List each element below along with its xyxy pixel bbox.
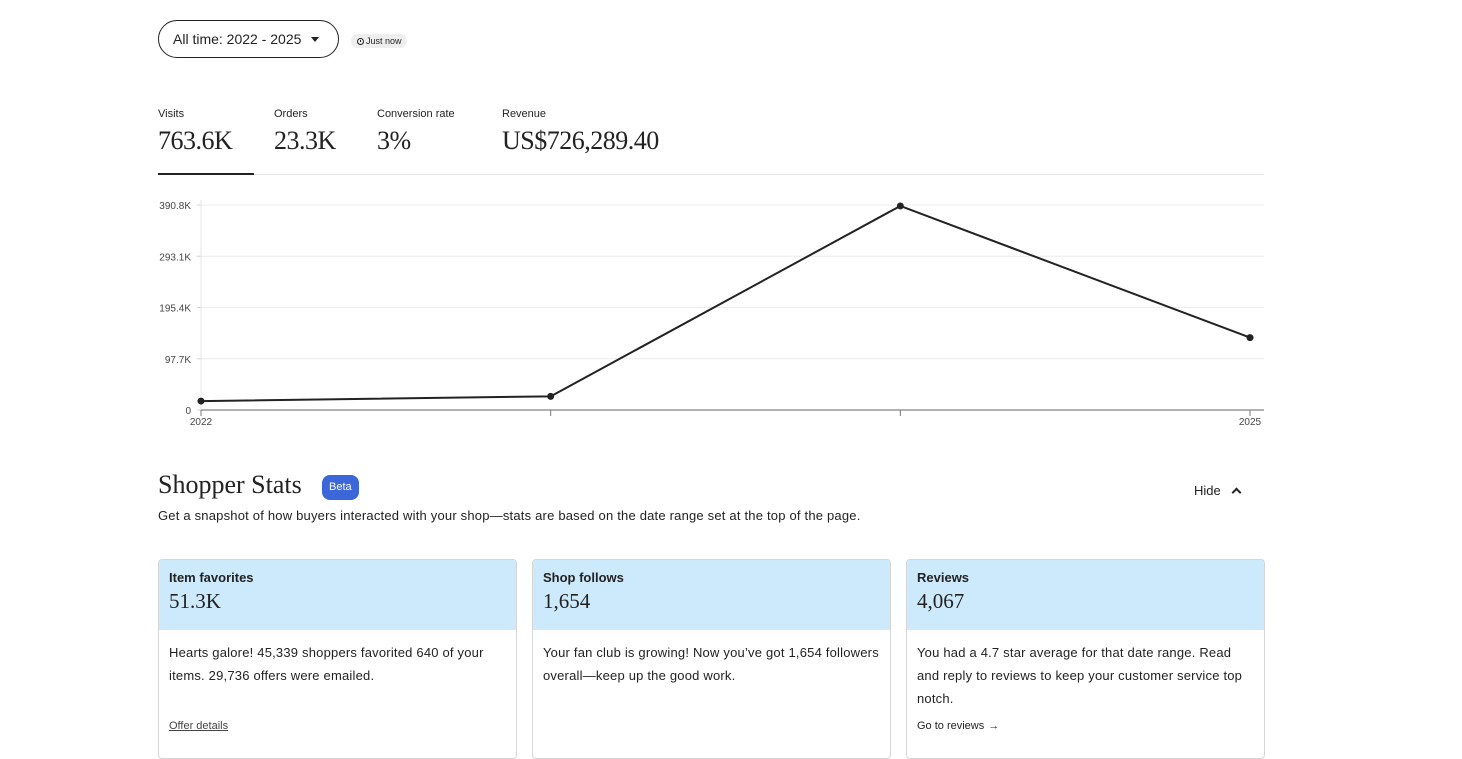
data-point <box>896 202 904 210</box>
hide-label: Hide <box>1194 483 1221 498</box>
card-title: Shop follows <box>543 570 624 585</box>
card-title: Reviews <box>917 570 970 585</box>
metric-conversion-rate[interactable]: Conversion rate 3% <box>377 108 455 156</box>
card-value: 51.3K <box>169 589 221 613</box>
metric-orders[interactable]: Orders 23.3K <box>274 108 336 156</box>
caret-down-icon <box>311 36 320 42</box>
metric-label: Visits <box>158 108 185 120</box>
metric-revenue[interactable]: Revenue US$726,289.40 <box>502 108 659 156</box>
card-body: Your fan club is growing! Now you’ve got… <box>543 645 879 683</box>
data-point <box>547 392 555 400</box>
metric-value: US$726,289.40 <box>502 126 659 155</box>
date-range-dropdown[interactable]: All time: 2022 - 2025 <box>158 20 339 58</box>
hide-button[interactable]: Hide <box>1194 483 1242 498</box>
card-body: Hearts galore! 45,339 shoppers favorited… <box>169 645 484 683</box>
clock-icon <box>357 37 364 45</box>
y-tick-label: 195.4K <box>159 304 191 315</box>
metric-value: 3% <box>377 126 411 155</box>
go-to-reviews-link[interactable]: Go to reviews → <box>917 720 999 732</box>
metric-value: 763.6K <box>158 126 233 155</box>
chevron-up-icon <box>1231 487 1242 498</box>
date-range-label: All time: 2022 - 2025 <box>173 31 302 47</box>
metric-label: Orders <box>274 108 308 120</box>
shopper-stats-title: Shopper Stats <box>158 470 302 499</box>
last-updated-label: Just now <box>366 36 402 46</box>
card-body: You had a 4.7 star average for that date… <box>917 645 1243 706</box>
card-reviews: Reviews 4,067 You had a 4.7 star average… <box>906 559 1265 759</box>
offer-details-link[interactable]: Offer details <box>169 720 229 732</box>
card-header: Shop follows 1,654 <box>533 560 890 630</box>
y-tick-label: 390.8K <box>159 201 191 212</box>
card-value: 4,067 <box>917 589 965 613</box>
last-updated-badge: Just now <box>351 34 407 48</box>
beta-badge: Beta <box>322 475 359 500</box>
y-tick-label: 0 <box>185 406 191 417</box>
metric-label: Conversion rate <box>377 108 455 120</box>
card-item-favorites: Item favorites 51.3K Hearts galore! 45,3… <box>158 559 517 759</box>
y-tick-label: 293.1K <box>159 252 191 263</box>
x-tick-label: 2022 <box>190 417 213 428</box>
data-point <box>1246 334 1254 342</box>
card-shop-follows: Shop follows 1,654 Your fan club is grow… <box>532 559 891 759</box>
x-tick-label: 2025 <box>1239 417 1262 428</box>
metrics-divider <box>158 174 1264 175</box>
arrow-right-icon: → <box>988 720 1000 732</box>
metric-label: Revenue <box>502 108 547 120</box>
visits-line-chart: 0 97.7K 195.4K 293.1K 390.8K 2022 2025 <box>159 200 1264 428</box>
metric-value: 23.3K <box>274 126 336 155</box>
shopper-stats-description: Get a snapshot of how buyers interacted … <box>158 508 861 523</box>
selected-metric-indicator <box>158 173 254 175</box>
series-line <box>200 204 1251 403</box>
go-to-reviews-label: Go to reviews <box>917 720 985 732</box>
card-header: Item favorites 51.3K <box>159 560 516 630</box>
card-header: Reviews 4,067 <box>907 560 1264 630</box>
card-value: 1,654 <box>543 589 591 613</box>
data-point <box>197 397 205 405</box>
y-tick-label: 97.7K <box>165 355 191 366</box>
metric-visits[interactable]: Visits 763.6K <box>158 108 233 156</box>
card-title: Item favorites <box>169 570 254 585</box>
